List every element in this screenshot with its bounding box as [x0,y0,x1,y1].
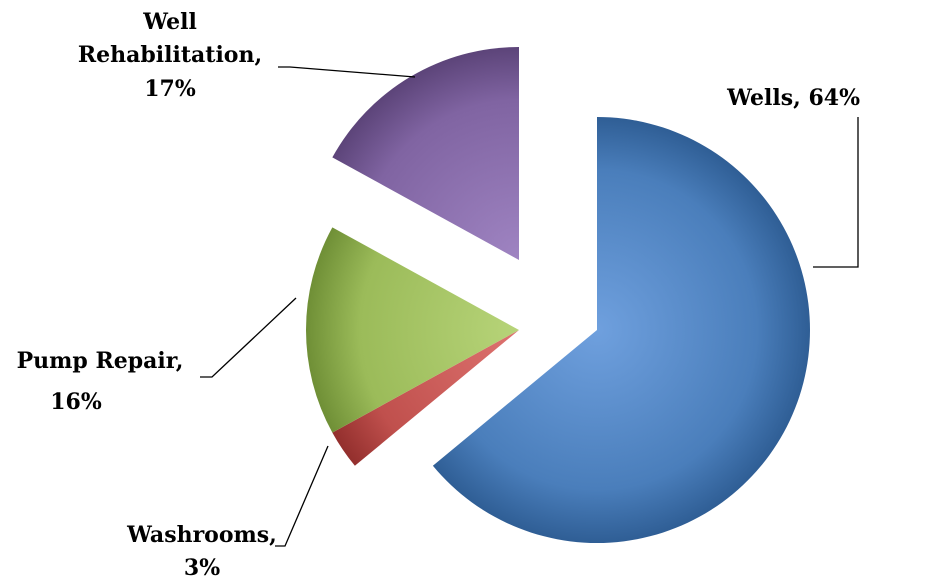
slice-pump-repair [305,227,519,433]
leader-line-washrooms [275,445,329,547]
slice-well-rehabilitation [332,47,519,260]
slice-labels: Wells, 64% Washrooms, 3% Pump Repair, 16% Wel… [17,9,860,581]
slice-washrooms [332,330,519,466]
leader-line-pump-repair [200,297,297,378]
leader-lines [200,66,859,547]
leader-line-wells [813,117,859,268]
leader-line-well-rehabilitation [278,66,416,78]
slice-wells [432,117,810,544]
pie-slices [305,47,810,544]
data-label-wells: Wells, 64% [726,85,860,111]
data-label-washrooms: Washrooms, 3% [126,522,277,581]
data-label-pump-repair: Pump Repair, 16% [17,348,184,415]
data-label-well-rehabilitation: Well Rehabilitation, 17% [78,9,262,102]
